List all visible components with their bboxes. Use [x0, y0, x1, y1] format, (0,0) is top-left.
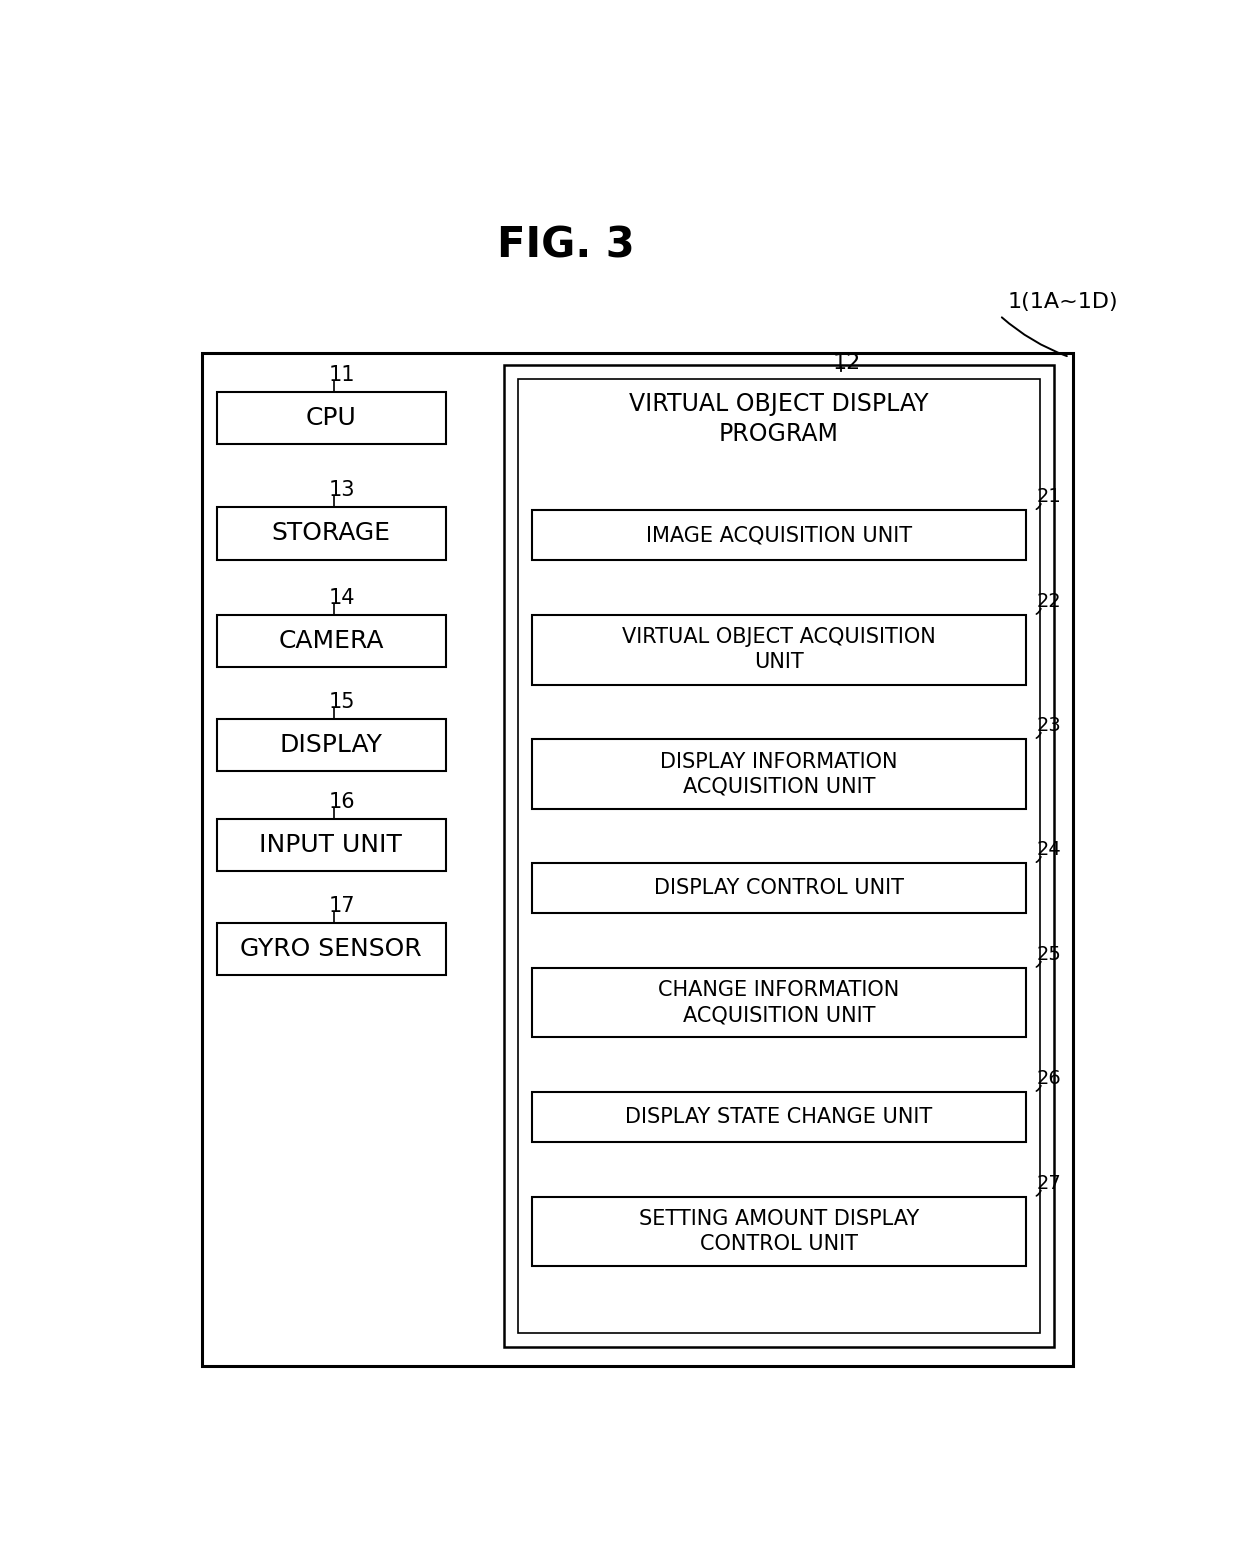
Bar [217, 820, 445, 871]
Text: INPUT UNIT: INPUT UNIT [259, 834, 402, 857]
Text: 26: 26 [1037, 1068, 1061, 1089]
Bar [217, 719, 445, 771]
Text: 23: 23 [1037, 716, 1061, 735]
Text: CAMERA: CAMERA [278, 629, 383, 654]
Bar [532, 863, 1027, 913]
Text: SETTING AMOUNT DISPLAY
CONTROL UNIT: SETTING AMOUNT DISPLAY CONTROL UNIT [639, 1209, 919, 1254]
Bar [503, 364, 1054, 1347]
Text: 21: 21 [1037, 486, 1061, 507]
Bar [532, 968, 1027, 1037]
Bar [532, 615, 1027, 685]
Bar [217, 507, 445, 560]
Bar [201, 353, 1074, 1365]
Text: CPU: CPU [305, 407, 356, 430]
Text: 14: 14 [329, 588, 355, 608]
Text: IMAGE ACQUISITION UNIT: IMAGE ACQUISITION UNIT [646, 526, 911, 544]
Text: DISPLAY STATE CHANGE UNIT: DISPLAY STATE CHANGE UNIT [625, 1107, 932, 1128]
Bar [532, 1092, 1027, 1142]
Text: 24: 24 [1037, 840, 1061, 859]
Bar [532, 1196, 1027, 1267]
Text: FIG. 3: FIG. 3 [497, 224, 635, 266]
Text: DISPLAY CONTROL UNIT: DISPLAY CONTROL UNIT [653, 877, 904, 898]
Text: GYRO SENSOR: GYRO SENSOR [241, 937, 422, 962]
Text: 11: 11 [329, 364, 355, 385]
Text: 12: 12 [833, 353, 862, 374]
Bar [518, 378, 1040, 1333]
Text: 17: 17 [329, 896, 355, 917]
Text: CHANGE INFORMATION
ACQUISITION UNIT: CHANGE INFORMATION ACQUISITION UNIT [658, 981, 899, 1026]
Text: 13: 13 [329, 480, 355, 500]
Text: 22: 22 [1037, 591, 1061, 612]
Bar [217, 923, 445, 976]
Text: STORAGE: STORAGE [272, 521, 391, 546]
Text: 25: 25 [1037, 945, 1061, 963]
Text: 1(1A~1D): 1(1A~1D) [1007, 291, 1118, 311]
Text: 27: 27 [1037, 1173, 1061, 1193]
Bar [532, 510, 1027, 560]
Bar [217, 391, 445, 444]
Text: 16: 16 [329, 791, 355, 812]
Text: DISPLAY INFORMATION
ACQUISITION UNIT: DISPLAY INFORMATION ACQUISITION UNIT [660, 752, 898, 796]
Text: VIRTUAL OBJECT ACQUISITION
UNIT: VIRTUAL OBJECT ACQUISITION UNIT [622, 627, 936, 673]
Text: DISPLAY: DISPLAY [279, 734, 382, 757]
Bar [217, 615, 445, 668]
Bar [532, 740, 1027, 809]
Text: 15: 15 [329, 691, 355, 712]
Text: VIRTUAL OBJECT DISPLAY
PROGRAM: VIRTUAL OBJECT DISPLAY PROGRAM [629, 393, 929, 446]
